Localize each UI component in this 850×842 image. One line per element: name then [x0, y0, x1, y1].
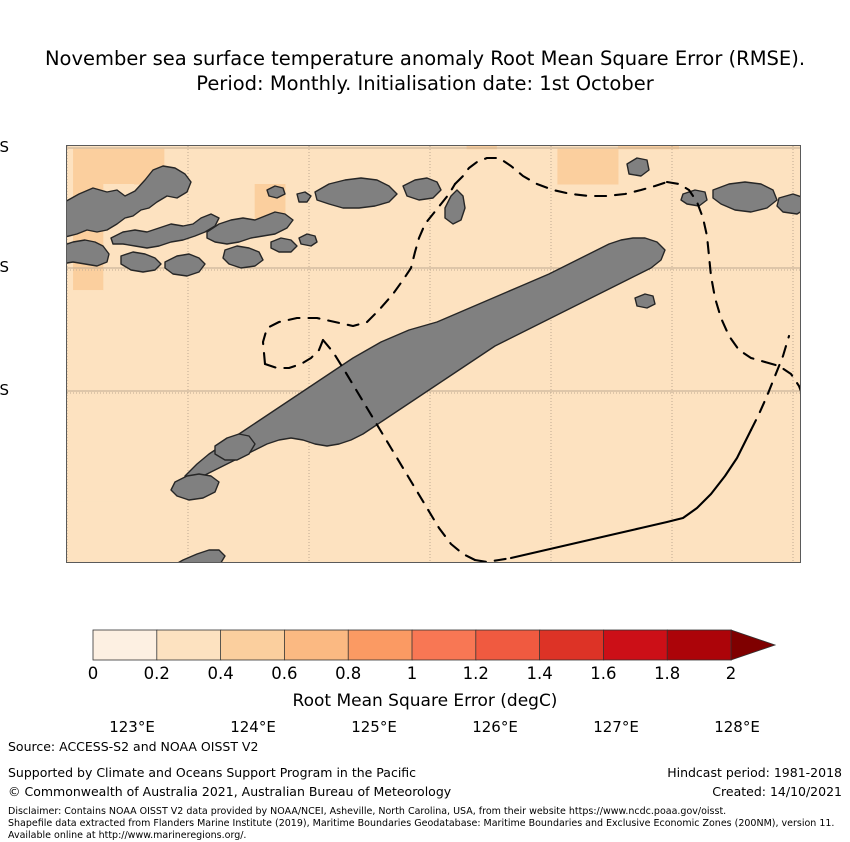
land-layer [67, 157, 800, 562]
hindcast-period-text: Hindcast period: 1981-2018 [667, 765, 842, 780]
created-date-text: Created: 14/10/2021 [712, 784, 842, 799]
title-line-1: November sea surface temperature anomaly… [44, 47, 806, 70]
colorbar-label: Root Mean Square Error (degC) [292, 691, 558, 711]
data-cell [73, 324, 104, 361]
colorbar-segment [411, 629, 477, 661]
map-figure: 8°S 9°S 10°S 123°E 124°E 125°E 126°E 127… [0, 138, 801, 736]
x-tick-label: 124°E [230, 718, 276, 736]
disclaimer-line-1: Disclaimer: Contains NOAA OISST V2 data … [8, 806, 727, 817]
colorbar-segment [666, 629, 732, 661]
data-cell [103, 465, 135, 502]
colorbar-tick-label: 0 [87, 664, 99, 683]
x-tick-label: 128°E [714, 718, 760, 736]
colorbar-tick-label: 1.4 [526, 664, 553, 683]
title-line-2: Period: Monthly. Initialisation date: 1s… [196, 72, 654, 96]
data-cell [163, 359, 195, 396]
colorbar-segments [92, 629, 777, 661]
y-tick-label: 8°S [0, 138, 9, 156]
colorbar-segment [220, 629, 286, 661]
y-tick-label: 10°S [0, 381, 9, 399]
x-tick-label: 127°E [593, 718, 639, 736]
x-tick-label: 125°E [351, 718, 397, 736]
data-cell [133, 359, 165, 396]
gridlines-layer [67, 146, 800, 562]
disclaimer-line-3: Available online at http://www.marinereg… [8, 830, 247, 842]
y-tick-label: 9°S [0, 258, 9, 276]
map-canvas [67, 146, 800, 562]
support-text: Supported by Climate and Oceans Support … [8, 765, 417, 780]
data-cell [103, 148, 135, 185]
data-cell [103, 395, 135, 431]
data-cell [224, 184, 256, 220]
chart-title: November sea surface temperature anomaly… [0, 46, 850, 97]
data-cell [73, 465, 104, 502]
colorbar-tick-label: 1.6 [590, 664, 617, 683]
source-text: Source: ACCESS-S2 and NOAA OISST V2 [8, 739, 259, 754]
data-cell [163, 395, 195, 431]
disclaimer-text: Disclaimer: Contains NOAA OISST V2 data … [8, 806, 834, 842]
x-tick-label: 123°E [109, 718, 155, 736]
colorbar-tick-label: 1.8 [654, 664, 681, 683]
colorbar-segment [603, 629, 669, 661]
colorbar-segment [347, 629, 413, 661]
maritime-boundary-layer [261, 156, 800, 562]
colorbar-tick-label: 0.4 [207, 664, 234, 683]
colorbar-tick-label: 0.6 [271, 664, 298, 683]
x-tick-label: 126°E [472, 718, 518, 736]
data-cell [557, 148, 589, 185]
disclaimer-line-2: Shapefile data extracted from Flanders M… [8, 818, 835, 830]
data-cell [73, 395, 104, 431]
map-axes[interactable] [66, 145, 801, 563]
data-cell [587, 148, 619, 185]
copyright-text: © Commonwealth of Australia 2021, Austra… [8, 784, 452, 799]
colorbar-segment [283, 629, 349, 661]
colorbar-segment [92, 629, 158, 661]
colorbar-tick-label: 0.8 [335, 664, 362, 683]
colorbar-tick-label: 2 [725, 664, 737, 683]
colorbar[interactable] [80, 622, 800, 670]
colorbar-tick-label: 0.2 [143, 664, 170, 683]
colorbar-tick-label: 1 [406, 664, 418, 683]
colorbar-segment [539, 629, 605, 661]
colorbar-segment [156, 629, 222, 661]
colorbar-segment [475, 629, 541, 661]
colorbar-tick-label: 1.2 [462, 664, 489, 683]
colorbar-extend-arrow [730, 629, 777, 661]
data-cell [73, 148, 104, 185]
